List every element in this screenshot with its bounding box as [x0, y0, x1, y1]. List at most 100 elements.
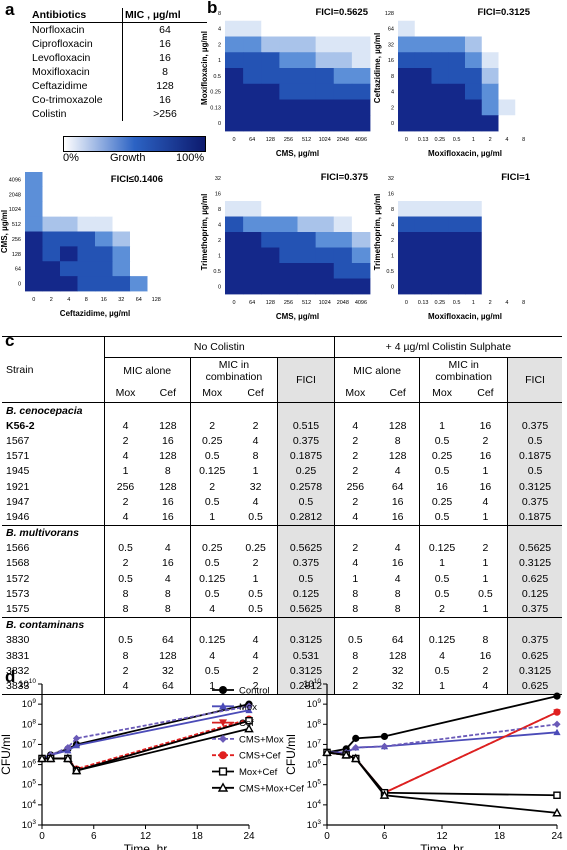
strain-id: 3833 — [6, 679, 30, 692]
heatmap-cell — [315, 68, 335, 85]
mic-cell: 8 — [103, 601, 147, 618]
series-line — [326, 711, 558, 794]
heatmap-cell — [465, 263, 483, 279]
strain-id: 1921 — [6, 480, 30, 493]
heatmap-cell — [279, 20, 298, 37]
mic-cell: 2 — [333, 663, 376, 679]
x-tick-label: 4 — [505, 300, 508, 306]
mic-cell: 0.125 — [189, 463, 234, 479]
heatmap-cell — [465, 52, 483, 69]
heatmap-cell — [315, 232, 335, 248]
fici-value: 0.3125 — [277, 632, 335, 648]
heatmap-cell — [147, 201, 166, 218]
heatmap-cell — [398, 232, 416, 248]
heatmap-cell — [333, 5, 353, 22]
mic-cell: 0.125 — [419, 540, 464, 556]
heatmap-cell — [481, 68, 499, 85]
heatmap-cell — [261, 247, 280, 264]
heatmap-cell — [333, 247, 353, 264]
legend-label: Cef — [239, 718, 254, 729]
heatmap-cell — [147, 216, 166, 232]
mic-value: 16 — [122, 93, 207, 107]
y-axis-label: Trimethoprim, µg/ml — [373, 194, 382, 271]
data-point — [37, 753, 47, 763]
heatmap-cell — [261, 185, 280, 202]
mic-cell: 16 — [479, 450, 492, 463]
x-tick-label: 2 — [50, 297, 53, 303]
heatmap-cell — [398, 170, 416, 186]
x-tick-label: 0.13 — [418, 300, 429, 306]
heatmap-cell — [351, 52, 371, 69]
mic-row: Ciprofloxacin 16 — [30, 37, 207, 51]
x-tick-label: 128 — [266, 300, 275, 306]
mic-cell: 4 — [482, 495, 489, 508]
heatmap-cell — [465, 247, 483, 264]
mic-cell: 2 — [103, 555, 147, 572]
antibiotic-name: Norfloxacin — [32, 24, 85, 36]
heatmap-cell — [225, 278, 244, 295]
heatmap-cell — [498, 68, 516, 85]
colorbar-min-label: 0% — [63, 152, 79, 164]
heatmap-cell — [42, 172, 61, 188]
y-tick-label: 105 — [22, 779, 37, 791]
heatmap-cell — [95, 276, 113, 292]
heatmap-cell — [351, 278, 371, 295]
heatmap-cell — [333, 170, 353, 186]
mic-cell: 2 — [189, 478, 234, 495]
y-tick-label: 106 — [307, 759, 322, 771]
mic-cell: 128 — [159, 450, 177, 463]
heatmap-cell — [95, 246, 113, 262]
heatmap-cell — [398, 83, 416, 100]
strain-row: 3831 8 128 4 4 0.531 8 128 4 16 0.625 — [2, 648, 562, 664]
fici-value: 0.5625 — [277, 601, 335, 618]
y-tick-label: 32 — [388, 176, 394, 182]
y-axis-label: CFU/ml — [0, 734, 13, 775]
heatmap-cell — [261, 36, 280, 53]
heatmap-cell — [431, 170, 449, 186]
x-tick-label: 64 — [136, 297, 142, 303]
heatmap-cell — [315, 36, 335, 53]
heatmap-cell — [481, 99, 499, 116]
mic-cell: 4 — [252, 434, 259, 447]
cef-header: Cef — [389, 387, 406, 399]
heatmap-cell — [243, 68, 262, 85]
heatmap-cell — [481, 170, 499, 186]
x-tick-label: 2 — [489, 137, 492, 143]
heatmap-cell — [351, 185, 371, 202]
heatmap-cell — [414, 185, 432, 202]
fici-value: 0.3125 — [507, 663, 562, 679]
fici-value: 0.1875 — [277, 448, 335, 464]
cef-header: Cef — [247, 387, 264, 399]
x-tick-label: 256 — [284, 300, 293, 306]
fici-annotation: FICI=0.5625 — [315, 7, 368, 18]
heatmap-cell — [77, 172, 96, 188]
y-tick-label: 256 — [12, 237, 21, 243]
heatmap-cell — [465, 83, 483, 100]
heatmap-cell — [481, 20, 499, 37]
heatmap-cell — [515, 36, 533, 53]
heatmap-cell — [243, 36, 262, 53]
heatmap-cell — [515, 52, 533, 69]
heatmap-cell — [130, 186, 148, 203]
legend-label: CMS+Cef — [239, 751, 281, 762]
heatmap-cell — [279, 185, 298, 202]
strain-row: 1575 8 8 4 0.5 0.5625 8 8 2 1 0.375 — [2, 601, 562, 618]
heatmap-cell — [225, 52, 244, 69]
heatmap-cell — [333, 20, 353, 37]
heatmap-cell — [315, 5, 335, 22]
x-tick-label: 4096 — [355, 300, 367, 306]
x-tick-label: 0.5 — [453, 300, 461, 306]
x-axis-label: CMS, µg/ml — [276, 149, 319, 158]
heatmap-cell — [431, 185, 449, 202]
strain-id: 1575 — [6, 603, 30, 616]
mic-cell: 0.5 — [419, 571, 464, 587]
mic-cell: 0.5 — [189, 555, 234, 572]
fici-value: 0.625 — [507, 648, 562, 664]
heatmap-cell — [465, 216, 483, 233]
heatmap-b2: 0 0.13 0.25 0.5 1 2 4 8 128 64 32 16 8 4 2 0 Moxifloxaci… — [373, 5, 533, 158]
series-line — [326, 711, 558, 794]
heatmap-cell — [398, 247, 416, 264]
heatmap-cell — [147, 186, 166, 203]
fici-value: 0.3125 — [277, 663, 335, 679]
